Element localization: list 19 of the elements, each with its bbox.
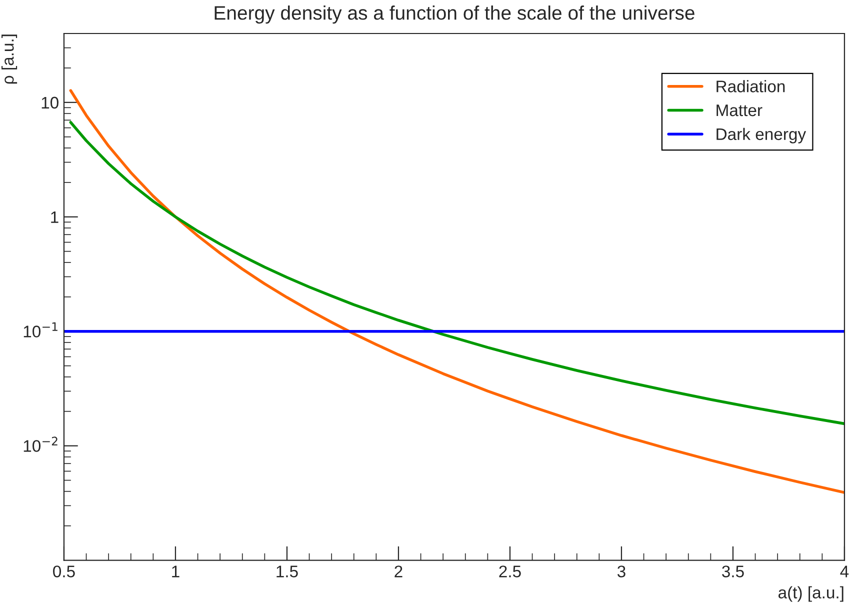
legend-label: Radiation <box>716 80 785 92</box>
y-tick-label: 10$^{−2}$ <box>24 436 58 452</box>
x-axis-title: a(t) [a.u.] <box>778 586 844 602</box>
y-axis-title: ρ [a.u.] <box>2 34 18 84</box>
x-tick-label: 3.5 <box>722 566 744 578</box>
x-tick-label: 0.5 <box>53 566 75 578</box>
x-tick-label: 4 <box>840 566 849 578</box>
y-tick-label: 1 <box>51 211 58 223</box>
x-tick-label: 1.5 <box>276 566 298 578</box>
x-tick-label: 2 <box>394 566 402 578</box>
line-series <box>69 120 844 426</box>
x-tick-label: 3 <box>617 566 626 578</box>
y-tick-label: 10 <box>42 96 58 109</box>
x-tick-label: 2.5 <box>499 566 521 578</box>
legend-label: Matter <box>716 104 762 116</box>
chart-title: Energy density as a function of the scale of the universe <box>214 6 694 24</box>
legend-label: Dark energy <box>716 128 806 144</box>
y-tick-label: 10$^{−1}$ <box>24 322 58 338</box>
x-tick-label: 1 <box>172 566 180 578</box>
